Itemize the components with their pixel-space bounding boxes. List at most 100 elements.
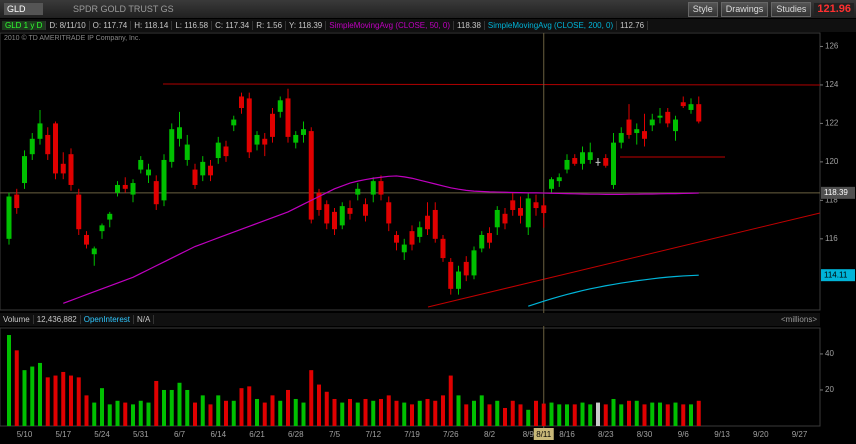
candle-body [425,215,430,230]
status-item: O: 117.74 [90,21,132,30]
volume-bar [580,402,585,426]
volume-bar [208,404,213,426]
x-tick-label: 5/10 [17,430,33,439]
volume-bar [658,402,662,426]
candle-body [84,234,89,245]
volume-bar [247,386,252,426]
candle-body [169,129,175,162]
candle-body [572,158,578,164]
candle-body [463,261,469,276]
study-value: 112.76 [617,21,649,30]
study-value: N/A [134,315,155,324]
x-tick-label: 7/26 [443,430,459,439]
candle-body [657,115,663,118]
x-tick-label: 5/24 [94,430,110,439]
y-tick-label: 116 [825,234,838,243]
volume-bar [255,398,259,426]
status-item: Y: 118.39 [286,21,327,30]
candle-body [239,96,244,109]
status-item: H: 118.14 [131,21,173,30]
volume-bar [665,404,670,426]
y-tick-label: 124 [825,80,839,89]
volume-bar [472,400,476,426]
volume-bar [410,404,414,426]
candle-body [184,144,190,160]
volume-bar [216,395,221,426]
candle-body [518,208,523,216]
volume-bar [278,400,283,426]
description: SPDR GOLD TRUST GS [73,4,174,14]
trend-line [427,212,821,308]
moving-average-line [528,274,699,307]
x-tick-label: 8/9 [523,430,535,439]
volume-bar [394,400,399,426]
y-tick-label: 122 [825,119,839,128]
units: <millions> [780,315,817,324]
toolbar-buttons: Style Drawings Studies 121.96 [687,1,854,17]
volume-bar [696,400,701,426]
volume-bar [650,402,655,426]
candle-body [246,98,252,153]
volume-bar [448,375,453,426]
candle-body [696,104,702,122]
candle-body [386,202,392,224]
volume-bar [22,370,27,426]
volume-bar [479,395,484,426]
candle-body [394,234,399,243]
volume-bar [309,370,314,426]
toolbar-button[interactable]: Drawings [720,1,769,17]
candle-body [177,127,182,139]
volume-bar [231,400,236,426]
volume-bar [596,402,600,426]
volume-bar [565,404,569,426]
study-name: SimpleMovingAvg (CLOSE, 200, 0) [485,21,618,30]
candle-body [580,152,585,164]
volume-bar [45,377,50,426]
candle-body [595,161,601,163]
volume-bar [193,402,197,426]
price-panel [0,32,821,311]
volume-bar [332,398,337,426]
volume-bar [534,400,538,426]
volume-bar [162,389,166,426]
volume-bar [603,404,608,426]
candle-body [564,159,570,170]
symbol-input[interactable]: GLD [4,3,43,15]
candle-body [533,202,539,209]
volume-bar [495,400,500,426]
volume-bar [262,402,267,426]
volume-bar [317,384,321,426]
crosshair-y-box [821,186,855,199]
candle-body [68,154,74,185]
candle-body [525,198,531,228]
candle-body [688,104,694,110]
volume-bar [107,404,112,426]
status-item: D: 8/11/10 [46,21,90,30]
x-tick-label: 7/19 [404,430,420,439]
toolbar-button[interactable]: Studies [771,1,812,17]
candle-body [332,211,337,230]
toolbar-button[interactable]: Style [687,1,718,17]
volume-bar [200,395,205,426]
candle-body [130,183,136,195]
volume-bar [549,402,554,426]
candle-body [471,250,477,276]
candle-body [440,238,446,259]
crosshair-x-box [533,428,554,440]
candle-body [378,181,384,195]
volume-bar [115,400,120,426]
candle-body [29,138,35,155]
volume-bar [433,400,438,426]
volume-bar [355,402,360,426]
volume-bar [270,395,275,426]
candle-body [153,181,159,205]
moving-average-line [63,175,699,304]
volume-bar [681,404,686,426]
candle-body [417,227,423,237]
volume-bar [634,400,639,426]
candle-body [107,213,113,220]
volume-bar [146,402,151,426]
volume-bar [386,395,391,426]
volume-bar [464,404,469,426]
